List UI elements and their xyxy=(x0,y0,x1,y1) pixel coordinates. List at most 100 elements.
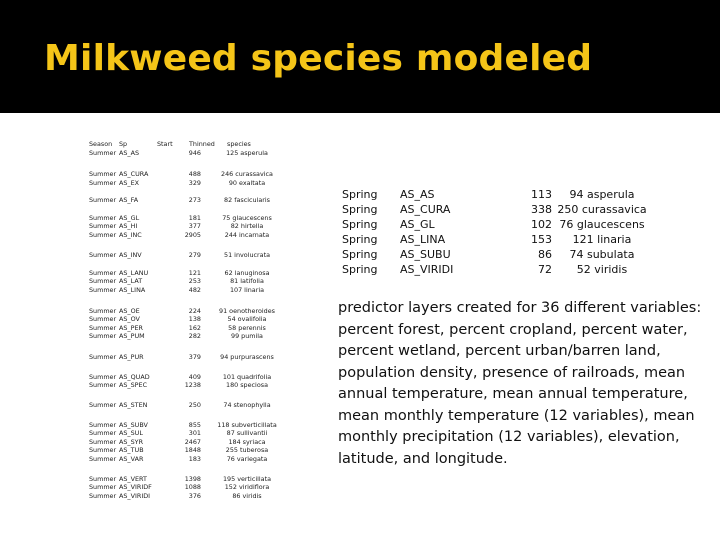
predictor-description: predictor layers created for 36 differen… xyxy=(338,300,702,467)
start-count-cell: 2467 xyxy=(184,438,201,446)
thinned-species-cell: 101 quadrifolia xyxy=(222,373,272,381)
start-count-cell: 253 xyxy=(188,277,201,285)
start-count-cell: 250 xyxy=(188,401,201,409)
season-cell: Summer xyxy=(89,231,117,239)
species-code-cell: AS_LINA xyxy=(400,233,446,246)
thinned-species-cell: 195 verticillata xyxy=(222,475,272,483)
season-cell: Summer xyxy=(89,373,117,381)
thinned-species-cell: 82 hirtella xyxy=(230,222,264,230)
thinned-species-cell: 76 variegata xyxy=(226,455,268,463)
start-count-cell: 113 xyxy=(531,188,552,201)
thinned-species-cell: 81 latifolia xyxy=(230,277,264,285)
season-cell: Summer xyxy=(89,170,117,178)
season-cell: Summer xyxy=(89,277,117,285)
thinned-species-cell: 244 incarnata xyxy=(224,231,270,239)
thinned-species-cell: 51 involucrata xyxy=(224,251,270,259)
season-cell: Summer xyxy=(89,483,117,491)
thinned-species-cell: 121 linaria xyxy=(572,233,632,246)
header-start: Start xyxy=(157,140,173,148)
season-cell: Summer xyxy=(89,307,117,315)
species-code-cell: AS_SPEC xyxy=(119,381,148,389)
thinned-species-cell: 58 perennis xyxy=(228,324,266,332)
start-count-cell: 1238 xyxy=(184,381,201,389)
start-count-cell: 338 xyxy=(531,203,552,216)
species-code-cell: AS_SUL xyxy=(119,429,143,437)
species-code-cell: AS_LANU xyxy=(119,269,149,277)
species-code-cell: AS_INV xyxy=(119,251,142,259)
thinned-species-cell: 76 glaucescens xyxy=(559,218,645,231)
species-code-cell: AS_CURA xyxy=(119,170,149,178)
species-code-cell: AS_VIRIDI xyxy=(400,263,454,276)
species-code-cell: AS_SYR xyxy=(119,438,144,446)
thinned-species-cell: 255 tuberosa xyxy=(225,446,269,454)
thinned-species-cell: 94 purpurascens xyxy=(220,353,274,361)
thinned-species-cell: 184 syriaca xyxy=(228,438,266,446)
start-count-cell: 102 xyxy=(531,218,552,231)
season-cell: Summer xyxy=(89,196,117,204)
species-code-cell: AS_GL xyxy=(119,214,140,222)
species-code-cell: AS_CURA xyxy=(400,203,451,216)
season-cell: Summer xyxy=(89,446,117,454)
start-count-cell: 162 xyxy=(188,324,201,332)
start-count-cell: 181 xyxy=(188,214,201,222)
season-cell: Summer xyxy=(89,438,117,446)
start-count-cell: 153 xyxy=(531,233,552,246)
thinned-species-cell: 246 curassavica xyxy=(221,170,273,178)
species-code-cell: AS_LAT xyxy=(119,277,143,285)
season-cell: Summer xyxy=(89,381,117,389)
species-code-cell: AS_SUBV xyxy=(119,421,148,429)
thinned-species-cell: 52 viridis xyxy=(576,263,628,276)
species-code-cell: AS_VIRIDI xyxy=(119,492,151,500)
species-code-cell: AS_AS xyxy=(400,188,435,201)
season-cell: Spring xyxy=(342,218,378,231)
season-cell: Summer xyxy=(89,492,117,500)
thinned-species-cell: 152 viridiflora xyxy=(224,483,270,491)
season-cell: Spring xyxy=(342,263,378,276)
season-cell: Summer xyxy=(89,475,117,483)
start-count-cell: 379 xyxy=(188,353,201,361)
start-count-cell: 282 xyxy=(188,332,201,340)
start-count-cell: 482 xyxy=(188,286,201,294)
season-cell: Summer xyxy=(89,401,117,409)
species-code-cell: AS_VERT xyxy=(119,475,147,483)
start-count-cell: 2905 xyxy=(184,231,201,239)
start-count-cell: 1398 xyxy=(184,475,201,483)
start-count-cell: 377 xyxy=(188,222,201,230)
thinned-species-cell: 118 subverticillata xyxy=(217,421,277,429)
season-cell: Summer xyxy=(89,222,117,230)
species-code-cell: AS_SUBU xyxy=(400,248,451,261)
season-cell: Summer xyxy=(89,214,117,222)
season-cell: Spring xyxy=(342,248,378,261)
thinned-species-cell: 62 lanuginosa xyxy=(224,269,270,277)
thinned-species-cell: 82 fascicularis xyxy=(224,196,270,204)
start-count-cell: 301 xyxy=(188,429,201,437)
start-count-cell: 86 xyxy=(538,248,552,261)
thinned-species-cell: 99 pumila xyxy=(231,332,263,340)
start-count-cell: 488 xyxy=(188,170,201,178)
start-count-cell: 946 xyxy=(188,149,201,157)
species-code-cell: AS_AS xyxy=(119,149,140,157)
thinned-species-cell: 250 curassavica xyxy=(557,203,647,216)
start-count-cell: 1848 xyxy=(184,446,201,454)
thinned-species-cell: 75 glaucescens xyxy=(222,214,272,222)
start-count-cell: 183 xyxy=(188,455,201,463)
species-code-cell: AS_FA xyxy=(119,196,139,204)
start-count-cell: 138 xyxy=(188,315,201,323)
season-cell: Summer xyxy=(89,421,117,429)
species-code-cell: AS_HI xyxy=(119,222,138,230)
start-count-cell: 329 xyxy=(188,179,201,187)
season-cell: Summer xyxy=(89,332,117,340)
species-code-cell: AS_PUM xyxy=(119,332,145,340)
start-count-cell: 1088 xyxy=(184,483,201,491)
thinned-species-cell: 74 subulata xyxy=(569,248,635,261)
start-count-cell: 279 xyxy=(188,251,201,259)
species-code-cell: AS_GL xyxy=(400,218,435,231)
thinned-species-cell: 74 stenophylla xyxy=(223,401,271,409)
season-cell: Spring xyxy=(342,203,378,216)
thinned-species-cell: 86 viridis xyxy=(232,492,262,500)
start-count-cell: 376 xyxy=(188,492,201,500)
season-cell: Summer xyxy=(89,269,117,277)
season-cell: Spring xyxy=(342,233,378,246)
header-season: Season xyxy=(89,140,113,148)
species-code-cell: AS_TUB xyxy=(119,446,144,454)
